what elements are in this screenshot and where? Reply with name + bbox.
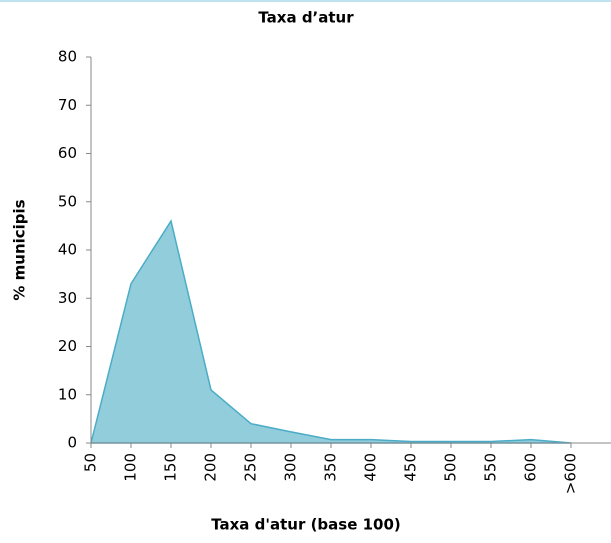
x-tick-label: 550 (482, 453, 500, 482)
x-tick-label: 450 (402, 453, 420, 482)
top-border (0, 0, 611, 2)
x-tick-label: >600 (562, 453, 580, 494)
y-tick-label: 60 (58, 144, 77, 162)
x-tick-label: 100 (122, 453, 140, 482)
y-tick-label: 0 (67, 434, 77, 452)
x-axis-label: Taxa d'atur (base 100) (211, 516, 401, 534)
x-tick-label: 600 (522, 453, 540, 482)
x-tick-label: 400 (362, 453, 380, 482)
y-tick-label: 30 (58, 289, 77, 307)
y-tick-label: 80 (58, 48, 77, 66)
x-tick-label: 250 (242, 453, 260, 482)
x-tick-label: 200 (202, 453, 220, 482)
y-tick-label: 20 (58, 337, 77, 355)
y-tick-label: 50 (58, 192, 77, 210)
x-tick-label: 150 (162, 453, 180, 482)
y-tick-label: 70 (58, 96, 77, 114)
x-tick-label: 350 (322, 453, 340, 482)
area (90, 219, 572, 444)
x-tick-label: 500 (442, 453, 460, 482)
x-tick-label: 300 (282, 453, 300, 482)
y-tick-label: 40 (58, 241, 77, 259)
y-tick-label: 10 (58, 385, 77, 403)
y-axis-label: % municipis (11, 199, 29, 300)
x-tick-label: 50 (82, 453, 100, 472)
chart-title: Taxa d’atur (258, 9, 354, 27)
